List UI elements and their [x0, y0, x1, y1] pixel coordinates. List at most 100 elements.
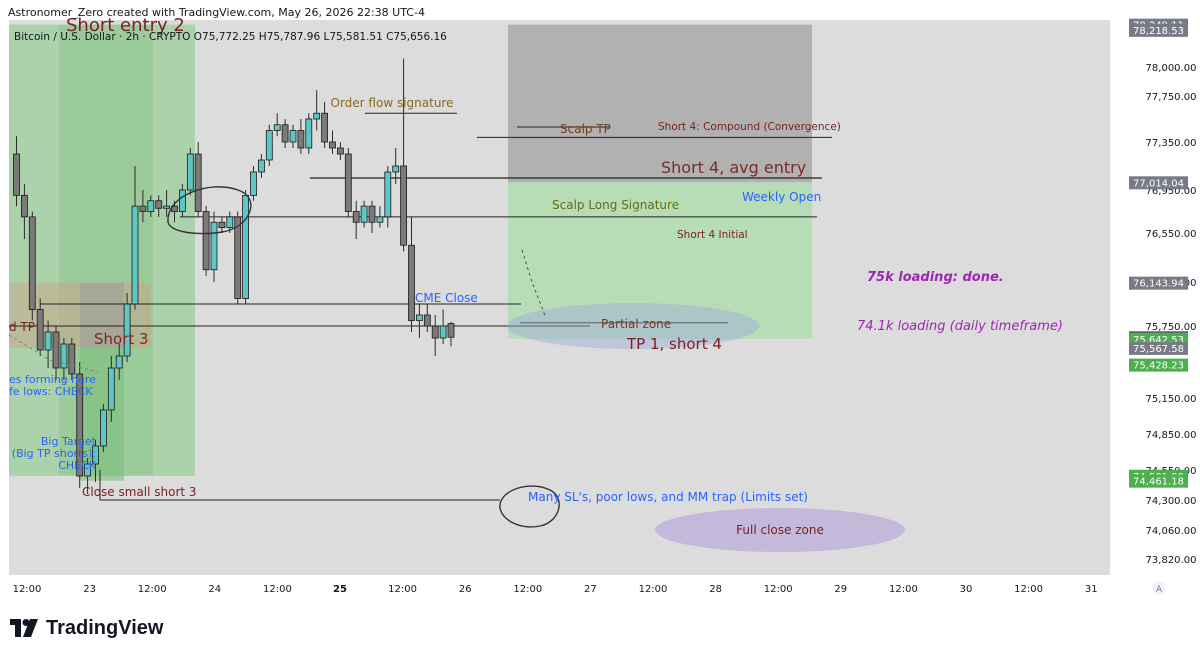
- candle: [76, 362, 84, 488]
- short-entry-2-label: Short entry 2: [66, 15, 185, 36]
- candle-body: [84, 463, 91, 477]
- price-badge-label: 75,567.58: [1133, 344, 1184, 355]
- candle: [336, 142, 344, 160]
- candle: [186, 148, 194, 196]
- candle: [155, 195, 163, 217]
- time-tick-label: 26: [459, 584, 472, 595]
- candle: [52, 326, 60, 380]
- candle-body: [52, 331, 60, 369]
- price-axis[interactable]: 78,000.00 77,750.00 77,350.00 76,950.00 76,5…: [1110, 20, 1196, 575]
- mm-trap-label: Many SL's, poor lows, and MM trap (Limit…: [528, 490, 808, 504]
- price-tick-label: 74,850.00: [1146, 430, 1197, 441]
- time-tick-label: 12:00: [388, 584, 417, 595]
- candle: [194, 142, 202, 217]
- candle: [84, 458, 91, 494]
- time-tick-label: 12:00: [263, 584, 292, 595]
- scalp-long-signature-label: Scalp Long Signature: [552, 198, 679, 212]
- candle: [92, 440, 99, 482]
- time-tick-label: 25: [333, 584, 347, 595]
- candle: [273, 113, 281, 137]
- price-badge-label: 75,428.23: [1133, 361, 1184, 372]
- candle-body: [305, 118, 313, 149]
- short-3-label: Short 3: [94, 330, 149, 348]
- candle: [447, 321, 455, 347]
- price-axis-background: [1110, 20, 1192, 575]
- candle: [242, 190, 250, 304]
- candle-body: [392, 165, 400, 173]
- price-tick-label: 77,750.00: [1146, 92, 1197, 103]
- candle: [376, 206, 384, 228]
- candle-body: [273, 124, 281, 131]
- candle: [297, 119, 305, 154]
- candle: [178, 184, 186, 217]
- candle-body: [68, 343, 76, 375]
- candle: [139, 190, 147, 223]
- candle-body: [281, 124, 289, 143]
- candle-body: [321, 112, 329, 143]
- candle-body: [123, 303, 131, 357]
- time-axis[interactable]: 12:00 23 12:00 24 12:00 25 12:00 26 12:00 27 12:00…: [9, 576, 1192, 600]
- candle: [20, 184, 28, 240]
- candlestick-series: [13, 58, 455, 494]
- candle-body: [352, 211, 360, 223]
- short4-compound-label: Short 4: Compound (Convergence): [658, 121, 841, 133]
- price-chart[interactable]: Short entry 2 Order flow signature Scalp T…: [0, 0, 1200, 610]
- time-tick-label: 31: [1085, 584, 1098, 595]
- candle: [131, 166, 139, 310]
- candle: [415, 304, 423, 338]
- candle-body: [36, 309, 44, 351]
- auto-scale-button: [1152, 581, 1166, 595]
- price-tick-label: 76,950.00: [1146, 186, 1197, 197]
- order-flow-signature-label: Order flow signature: [331, 96, 454, 110]
- candle: [68, 338, 76, 380]
- candle: [439, 309, 447, 344]
- price-tick-label: 77,350.00: [1146, 138, 1197, 149]
- time-tick-label: 12:00: [513, 584, 542, 595]
- big-target-label: Big Target: [41, 435, 97, 448]
- candle: [218, 216, 226, 233]
- check-label: CHECK: [58, 459, 97, 472]
- cme-close-label: CME Close: [415, 291, 478, 305]
- candle-body: [92, 445, 99, 465]
- tradingview-brand[interactable]: TradingView: [10, 616, 163, 640]
- candle-body: [147, 200, 155, 212]
- candle-body: [447, 323, 455, 338]
- candle-body: [60, 343, 68, 369]
- candle: [60, 338, 68, 380]
- candle: [210, 211, 218, 282]
- candle: [352, 200, 360, 240]
- candle-body: [265, 130, 273, 161]
- candle-body: [400, 165, 408, 246]
- price-tick-label: 74,300.00: [1146, 496, 1197, 507]
- candle: [36, 298, 44, 356]
- consolidation-circle-shape: [167, 186, 252, 235]
- candle-body: [423, 314, 431, 327]
- candle-body: [360, 205, 368, 223]
- candle: [321, 101, 329, 148]
- candle-body: [20, 194, 28, 218]
- candle: [431, 315, 439, 356]
- short-3-stop-zone: [80, 282, 124, 348]
- price-badge-label: 77,014.04: [1133, 178, 1184, 189]
- candle: [423, 304, 431, 332]
- life-lows-check-label: fe lows: CHECK: [9, 385, 93, 398]
- candle-body: [242, 194, 250, 299]
- time-axis-background: [9, 576, 1192, 600]
- price-tick-label: 75,750.00: [1146, 322, 1197, 333]
- price-badge: [1129, 474, 1188, 488]
- candle-body: [289, 130, 297, 143]
- candle-body: [344, 153, 352, 212]
- auto-scale-label: A: [1156, 585, 1163, 595]
- chart-attribution: Astronomer_Zero created with TradingView…: [8, 6, 425, 19]
- price-tick-label: 74,060.00: [1146, 526, 1197, 537]
- time-tick-label: 23: [83, 584, 96, 595]
- time-tick-label: 28: [709, 584, 722, 595]
- candle: [250, 166, 257, 201]
- short4-avg-entry-label: Short 4, avg entry: [661, 158, 806, 177]
- candle-body: [131, 205, 139, 305]
- partial-zone-ellipse: [507, 303, 759, 349]
- loading-74k-label: 74.1k loading (daily timeframe): [857, 319, 1063, 334]
- price-badge: [1129, 276, 1188, 290]
- price-badge: [1129, 23, 1188, 37]
- candle: [28, 211, 36, 321]
